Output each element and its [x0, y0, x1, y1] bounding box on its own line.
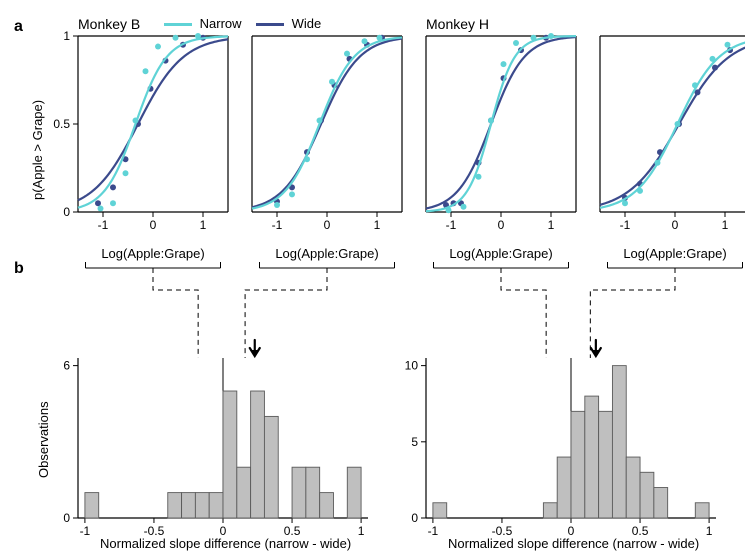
svg-text:Log(Apple:Grape): Log(Apple:Grape): [101, 246, 204, 261]
svg-text:1: 1: [706, 524, 713, 538]
panel-b-right: -1-0.500.510510: [426, 358, 716, 518]
svg-text:5: 5: [411, 435, 418, 449]
svg-text:0: 0: [63, 511, 70, 525]
svg-text:-1: -1: [428, 524, 439, 538]
svg-text:10: 10: [405, 359, 419, 373]
svg-text:6: 6: [63, 359, 70, 373]
svg-text:Log(Apple:Grape): Log(Apple:Grape): [449, 246, 552, 261]
ylabel-row-b: Observations: [36, 401, 51, 478]
panel-b-left: -1-0.500.5106: [78, 358, 368, 518]
svg-text:Log(Apple:Grape): Log(Apple:Grape): [623, 246, 726, 261]
figure-root: a Monkey B Monkey H Narrow Wide p(Apple …: [0, 0, 745, 554]
svg-text:Log(Apple:Grape): Log(Apple:Grape): [275, 246, 378, 261]
svg-text:0: 0: [411, 511, 418, 525]
xlabel-b-right: Normalized slope difference (narrow - wi…: [448, 536, 699, 551]
svg-text:1: 1: [358, 524, 365, 538]
xlabel-b-left: Normalized slope difference (narrow - wi…: [100, 536, 351, 551]
panel-label-b: b: [14, 260, 24, 278]
svg-text:-1: -1: [80, 524, 91, 538]
